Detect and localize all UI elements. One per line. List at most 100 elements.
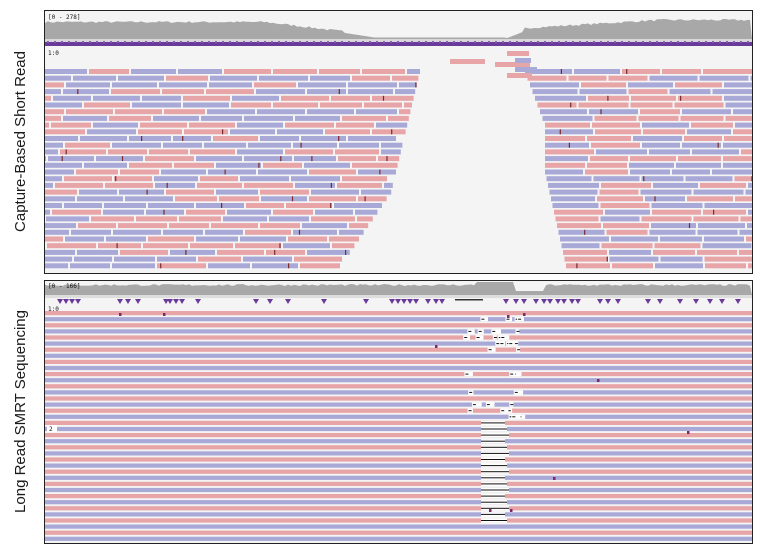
coverage-scale-label: [0 - 278] (48, 14, 81, 21)
short-read (724, 95, 752, 101)
long-read (45, 402, 752, 407)
short-read (269, 216, 309, 222)
short-read (339, 229, 364, 235)
short-read (643, 129, 685, 135)
short-read (372, 95, 414, 101)
short-read (45, 229, 69, 235)
feature-tick (453, 41, 455, 43)
deletion-line (509, 343, 513, 345)
mismatch (606, 256, 608, 262)
short-read (601, 243, 653, 249)
short-read (206, 89, 254, 95)
long-read (45, 390, 752, 395)
short-read (149, 149, 188, 155)
long-read (45, 475, 752, 480)
short-read (364, 102, 402, 108)
mismatch-dot (553, 477, 556, 480)
short-read (545, 129, 593, 135)
short-read (630, 169, 670, 175)
feature-tick (257, 41, 259, 43)
short-read (331, 95, 370, 101)
short-read (574, 69, 620, 74)
feature-tick (600, 41, 602, 43)
short-read (555, 216, 599, 222)
variant-marker-icon (425, 299, 431, 304)
variant-marker-icon (407, 299, 413, 304)
mismatch-dot (163, 313, 166, 316)
feature-tick (124, 41, 126, 43)
short-read (196, 203, 244, 208)
deletion-gap (500, 335, 510, 340)
short-read (540, 109, 587, 115)
coverage-track (45, 19, 752, 39)
short-read (213, 136, 258, 141)
mismatch (643, 176, 645, 182)
long-read (45, 524, 752, 529)
deletion-line (496, 343, 500, 345)
short-read (283, 243, 330, 249)
short-read (450, 59, 485, 64)
short-read (240, 236, 286, 242)
short-read (45, 209, 50, 215)
feature-tick (278, 41, 280, 43)
deletion-line (492, 330, 496, 332)
deletion-gap (511, 414, 521, 419)
short-read (507, 73, 532, 78)
variant-marker-icon (615, 299, 621, 304)
short-read (745, 189, 752, 195)
short-read (587, 136, 631, 141)
short-read (196, 156, 242, 162)
feature-tick (159, 41, 161, 43)
mismatch (141, 136, 143, 141)
mismatch (330, 182, 332, 188)
mismatch (751, 176, 752, 182)
short-read (46, 216, 89, 222)
short-read (166, 189, 214, 195)
feature-tick (474, 41, 476, 43)
feature-tick (47, 41, 49, 43)
feature-tick (425, 41, 427, 43)
short-read (535, 95, 586, 101)
short-read (320, 102, 362, 108)
short-read (600, 203, 650, 208)
deletion-line (481, 465, 507, 467)
mismatch (77, 89, 79, 95)
feature-tick (285, 41, 287, 43)
short-read (66, 82, 110, 88)
feature-tick (75, 41, 77, 43)
mismatch (146, 189, 148, 195)
mismatch (584, 229, 586, 235)
short-read (295, 115, 340, 121)
short-read (566, 263, 610, 269)
deletion-line (481, 495, 505, 497)
feature-tick (572, 41, 574, 43)
feature-tick (96, 41, 98, 43)
short-read (93, 122, 138, 128)
short-read (93, 95, 140, 101)
short-read (208, 263, 250, 269)
long-read (45, 536, 752, 541)
short-read (594, 115, 637, 121)
short-read-axis-label: Capture-Based Short Read (11, 50, 29, 232)
short-read (84, 102, 130, 108)
short-read (336, 122, 374, 128)
mismatch (166, 182, 168, 188)
short-read (295, 182, 335, 188)
short-read (244, 115, 293, 121)
short-read (259, 75, 308, 81)
deletion-line (481, 452, 509, 454)
short-read (697, 229, 738, 235)
short-read (45, 263, 68, 269)
short-read (399, 109, 411, 115)
feature-tick (173, 41, 175, 43)
feature-tick (418, 41, 420, 43)
short-read (640, 189, 692, 195)
feature-tick (390, 41, 392, 43)
short-read (173, 136, 211, 141)
deletion-gap (513, 390, 524, 395)
long-read (45, 353, 752, 358)
deletion-line (468, 410, 472, 412)
short-read (596, 149, 647, 155)
short-read (70, 263, 110, 269)
short-read (201, 115, 242, 121)
